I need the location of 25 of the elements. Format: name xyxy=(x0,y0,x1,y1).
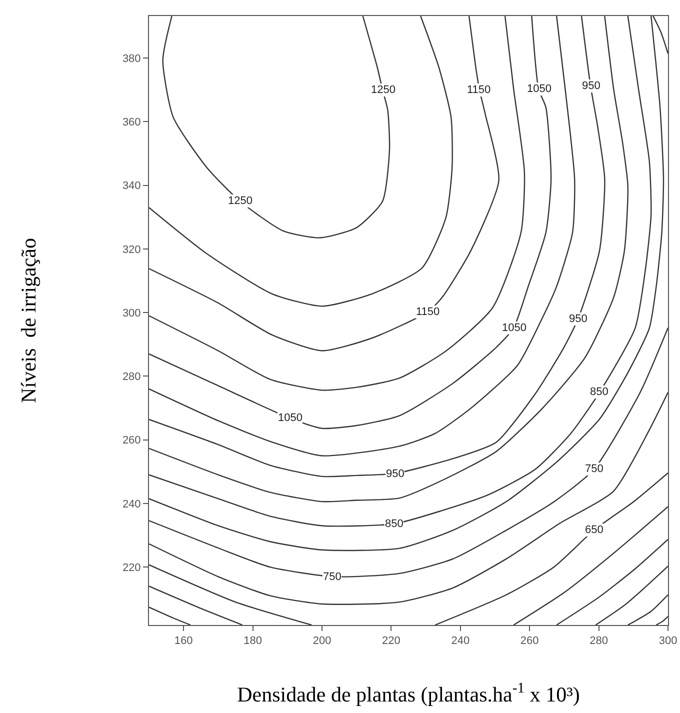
y-tick-label: 380 xyxy=(122,52,141,65)
x-tick-label: 180 xyxy=(244,635,262,648)
x-tick-label: 240 xyxy=(451,635,470,648)
y-tick-label: 360 xyxy=(122,116,141,128)
y-tick-label: 240 xyxy=(122,498,141,510)
x-tick-label: 200 xyxy=(312,635,332,648)
annotation: 1050 xyxy=(527,83,552,95)
x-tick-label: 220 xyxy=(382,635,400,648)
y-tick-label: 320 xyxy=(122,244,141,256)
annotation: 1250 xyxy=(371,84,396,96)
x-tick-label: 280 xyxy=(590,635,608,648)
x-axis-title: Densidade de plantas (plantas.ha$^{-1}$ x 10³) xyxy=(237,680,580,706)
annotation: 1050 xyxy=(502,322,526,334)
y-tick-label: 220 xyxy=(122,562,141,574)
x-tick-label: 300 xyxy=(658,635,678,648)
x-tick-label: 160 xyxy=(174,635,193,648)
x-tick-label: 260 xyxy=(520,635,539,648)
annotation: 1150 xyxy=(467,84,491,96)
y-tick-label: 280 xyxy=(122,371,141,384)
y-axis-title: Níveis de irrigação xyxy=(16,238,41,404)
y-tick-label: 260 xyxy=(122,434,141,447)
y-tick-label: 300 xyxy=(122,307,141,320)
y-tick-label: 340 xyxy=(122,180,141,192)
annotation: 950 xyxy=(569,313,588,325)
annotation: 950 xyxy=(582,80,600,92)
